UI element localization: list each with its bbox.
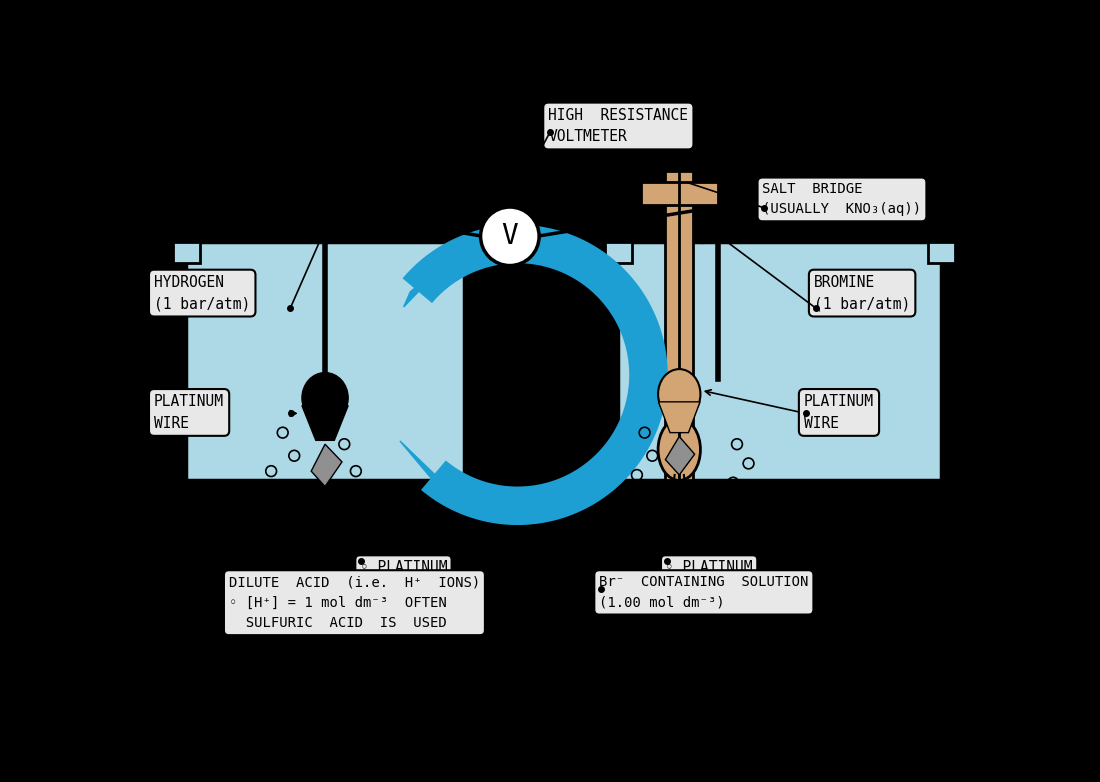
- Text: HYDROGEN
(1 bar/atm): HYDROGEN (1 bar/atm): [154, 274, 251, 311]
- Polygon shape: [404, 257, 451, 307]
- Bar: [928, 242, 955, 264]
- Ellipse shape: [658, 419, 701, 480]
- Text: SALT  BRIDGE
(USUALLY  KNO₃(aq)): SALT BRIDGE (USUALLY KNO₃(aq)): [762, 182, 922, 217]
- Polygon shape: [666, 436, 695, 475]
- Polygon shape: [659, 402, 700, 432]
- Text: ◦ PLATINUM: ◦ PLATINUM: [666, 560, 752, 575]
- Bar: [666, 170, 693, 480]
- Text: V: V: [502, 222, 518, 250]
- Circle shape: [481, 207, 539, 266]
- Text: Br⁻  CONTAINING  SOLUTION
(1.00 mol dm⁻³): Br⁻ CONTAINING SOLUTION (1.00 mol dm⁻³): [600, 575, 808, 610]
- Text: DILUTE  ACID  (i.e.  H⁺  IONS)
◦ [H⁺] = 1 mol dm⁻³  OFTEN
  SULFURIC  ACID  IS  : DILUTE ACID (i.e. H⁺ IONS) ◦ [H⁺] = 1 mo…: [229, 575, 480, 630]
- Polygon shape: [311, 444, 342, 486]
- Ellipse shape: [658, 369, 701, 419]
- Bar: [174, 242, 200, 264]
- Text: BROMINE
(1 bar/atm): BROMINE (1 bar/atm): [814, 274, 911, 311]
- Polygon shape: [403, 224, 668, 525]
- Bar: [640, 182, 717, 206]
- Polygon shape: [400, 441, 450, 489]
- Text: ◦ PLATINUM: ◦ PLATINUM: [360, 560, 448, 575]
- Bar: [618, 242, 942, 480]
- Bar: [186, 242, 464, 480]
- Polygon shape: [301, 406, 348, 440]
- Ellipse shape: [301, 372, 349, 423]
- Bar: [605, 242, 631, 264]
- Bar: [451, 242, 477, 264]
- Text: PLATINUM
WIRE: PLATINUM WIRE: [804, 394, 875, 431]
- Text: PLATINUM
WIRE: PLATINUM WIRE: [154, 394, 224, 431]
- Text: HIGH  RESISTANCE
VOLTMETER: HIGH RESISTANCE VOLTMETER: [548, 108, 689, 145]
